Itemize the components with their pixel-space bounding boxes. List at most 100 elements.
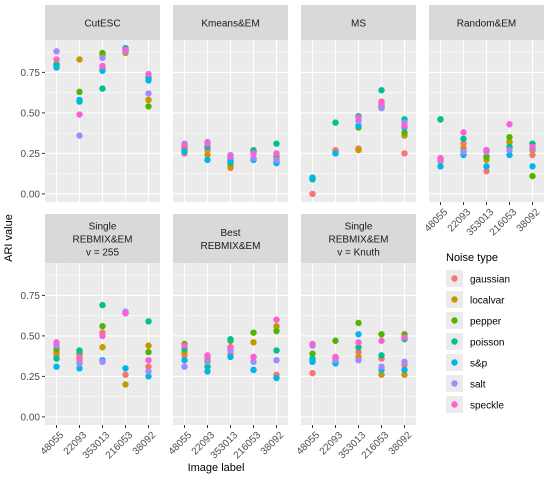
x-axis-title: Image label bbox=[188, 462, 245, 474]
point-sandp bbox=[204, 368, 211, 375]
y-tick-label: 0.00 bbox=[21, 189, 41, 200]
x-tick-label: 48055 bbox=[295, 430, 323, 458]
x-tick-label: 48055 bbox=[39, 430, 67, 458]
point-sandp bbox=[309, 174, 316, 181]
point-speckle bbox=[53, 56, 60, 63]
point-speckle bbox=[122, 46, 129, 53]
point-localvar bbox=[506, 138, 513, 146]
y-tick-label: 0.50 bbox=[21, 108, 41, 119]
point-localvar bbox=[355, 146, 362, 154]
x-tick-label: 38092 bbox=[259, 430, 287, 458]
point-pepper bbox=[145, 348, 152, 356]
point-sandp bbox=[181, 148, 188, 155]
point-sandp bbox=[53, 363, 60, 370]
y-axis-title: ARI value bbox=[3, 214, 15, 262]
point-speckle bbox=[181, 142, 188, 149]
legend-item-salt: salt bbox=[446, 375, 486, 392]
legend: Noise type gaussian localvar pepper poisson… bbox=[446, 252, 510, 413]
point-poisson bbox=[204, 363, 211, 370]
point-localvar bbox=[76, 56, 83, 63]
point-gaussian bbox=[483, 168, 490, 175]
point-sandp bbox=[250, 366, 257, 374]
point-pepper bbox=[309, 350, 316, 357]
point-salt bbox=[273, 357, 280, 364]
point-gaussian bbox=[355, 348, 362, 356]
point-salt bbox=[99, 358, 106, 366]
point-poisson bbox=[53, 355, 60, 362]
point-pepper bbox=[250, 329, 257, 336]
legend-item-pepper: pepper bbox=[446, 312, 502, 329]
legend-label: s&p bbox=[470, 359, 488, 370]
point-speckle bbox=[99, 62, 106, 70]
facet-strip bbox=[301, 5, 416, 40]
point-speckle bbox=[204, 352, 211, 359]
point-sandp bbox=[309, 358, 316, 366]
point-speckle bbox=[145, 357, 152, 364]
legend-label: speckle bbox=[470, 401, 504, 412]
point-salt bbox=[250, 358, 257, 366]
point-salt bbox=[355, 357, 362, 364]
point-poisson bbox=[355, 344, 362, 351]
y-tick-label: 0.00 bbox=[21, 412, 41, 423]
point-speckle bbox=[401, 334, 408, 341]
point-poisson bbox=[460, 135, 467, 143]
facet-title: Single bbox=[89, 222, 117, 233]
point-poisson bbox=[273, 347, 280, 354]
point-gaussian bbox=[145, 363, 152, 370]
legend-label: salt bbox=[470, 380, 486, 391]
x-tick-label: 38092 bbox=[515, 207, 543, 235]
point-salt bbox=[250, 155, 257, 162]
legend-item-speckle: speckle bbox=[446, 396, 504, 413]
y-tick-label: 0.75 bbox=[21, 291, 41, 302]
facet-single-rebmixandem-v-255: Single REBMIX&EM v = 255 0.00 0.25 0.50 0.75 48… bbox=[21, 214, 160, 461]
point-speckle bbox=[145, 70, 152, 78]
legend-label: gaussian bbox=[470, 275, 510, 286]
x-tick-label: 48055 bbox=[423, 207, 451, 235]
point-speckle bbox=[460, 129, 467, 136]
point-speckle bbox=[332, 353, 339, 361]
point-pepper bbox=[378, 331, 385, 338]
point-localvar bbox=[204, 151, 211, 159]
facet-title: v = 255 bbox=[86, 248, 120, 259]
point-localvar bbox=[145, 96, 152, 104]
legend-key-sandp bbox=[451, 359, 458, 366]
legend-key-pepper bbox=[451, 317, 458, 324]
y-tick-label: 0.50 bbox=[21, 331, 41, 342]
point-localvar bbox=[122, 381, 129, 388]
y-tick-label: 0.75 bbox=[21, 68, 41, 79]
point-sandp bbox=[401, 366, 408, 374]
y-tick-label: 0.25 bbox=[21, 372, 41, 383]
point-speckle bbox=[355, 339, 362, 346]
point-speckle bbox=[227, 153, 234, 160]
legend-title: Noise type bbox=[446, 252, 498, 264]
point-salt bbox=[506, 146, 513, 154]
facet-strip bbox=[429, 5, 544, 40]
facet-title: CutESC bbox=[84, 19, 120, 30]
point-speckle bbox=[437, 155, 444, 162]
point-salt bbox=[181, 363, 188, 370]
point-sandp bbox=[145, 77, 152, 84]
point-pepper bbox=[483, 153, 490, 160]
point-speckle bbox=[76, 111, 83, 118]
point-gaussian bbox=[401, 150, 408, 157]
point-poisson bbox=[76, 347, 83, 354]
point-poisson bbox=[437, 116, 444, 123]
point-speckle bbox=[401, 122, 408, 130]
point-speckle bbox=[227, 344, 234, 351]
point-salt bbox=[145, 90, 152, 97]
point-speckle bbox=[273, 150, 280, 157]
point-poisson bbox=[378, 352, 385, 359]
facet-title: REBMIX&EM bbox=[72, 235, 132, 246]
point-sandp bbox=[181, 357, 188, 364]
legend-entries: gaussian localvar pepper poisson s&p salt spec… bbox=[446, 270, 510, 413]
point-sandp bbox=[227, 158, 234, 165]
point-gaussian bbox=[460, 140, 467, 147]
point-salt bbox=[99, 54, 106, 62]
legend-key-salt bbox=[451, 380, 458, 387]
legend-label: pepper bbox=[470, 317, 502, 328]
point-speckle bbox=[506, 121, 513, 128]
legend-item-localvar: localvar bbox=[446, 291, 505, 308]
point-sandp bbox=[76, 365, 83, 372]
legend-key-localvar bbox=[451, 296, 458, 303]
